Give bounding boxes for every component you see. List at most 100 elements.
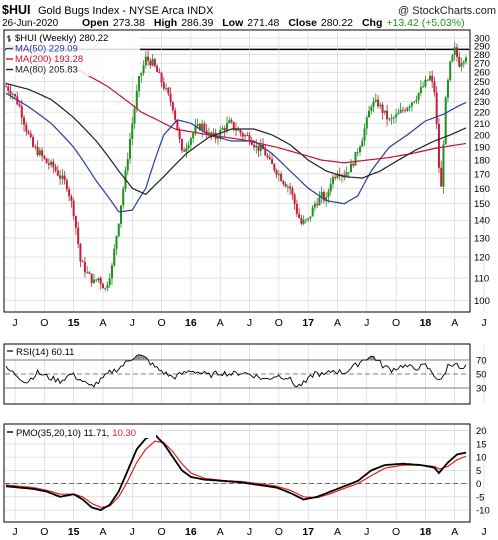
candle-body	[183, 150, 186, 152]
candle-body	[388, 118, 391, 120]
candle-body	[291, 188, 294, 195]
x-tick-label: J	[364, 526, 369, 538]
pmo-legend-box	[6, 426, 156, 438]
x-tick-label: 17	[302, 526, 314, 538]
candle-body	[70, 196, 73, 201]
candle-body	[34, 146, 37, 148]
candle-body	[268, 157, 271, 160]
price-tick-label: 230	[474, 97, 490, 108]
candle-body	[253, 144, 256, 148]
candle-body	[149, 60, 152, 66]
high-label: High	[154, 17, 177, 29]
candle-body	[135, 90, 138, 109]
candle-body	[23, 117, 26, 125]
low-value: 271.48	[247, 17, 279, 29]
x-tick-label: 17	[302, 317, 314, 329]
candle-body	[286, 186, 289, 188]
price-panel	[3, 29, 471, 313]
candle-body	[97, 278, 100, 281]
x-tick-label: O	[275, 526, 283, 538]
candle-body	[178, 130, 181, 139]
candle-body	[237, 130, 240, 131]
candle-body	[266, 155, 269, 158]
candle-body	[174, 110, 177, 120]
candle-body	[228, 120, 231, 124]
candle-body	[122, 188, 125, 206]
candle-body	[352, 163, 355, 166]
candle-body	[14, 94, 17, 97]
candle-body	[86, 272, 89, 274]
x-tick-label: O	[40, 526, 48, 538]
price-candles	[5, 41, 467, 292]
candle-body	[115, 236, 118, 249]
x-tick-label: A	[217, 526, 224, 538]
x-tick-label: J	[247, 526, 252, 538]
candle-body	[133, 108, 136, 124]
candle-body	[138, 75, 141, 91]
price-tick-label: 280	[474, 50, 490, 61]
candle-body	[264, 149, 267, 156]
candle-body	[449, 61, 452, 81]
candle-body	[5, 86, 7, 88]
rsi-tick-label: 50	[476, 370, 487, 381]
pmo-value: PMO(35,20,10) 11.71,	[16, 428, 109, 439]
candle-body	[309, 216, 312, 219]
candle-body	[399, 109, 402, 113]
candle-body	[196, 124, 199, 126]
price-tick-label: 150	[474, 199, 490, 210]
candle-body	[246, 135, 249, 136]
candle-body	[216, 137, 219, 139]
candle-body	[223, 128, 226, 131]
price-tick-label: 180	[474, 156, 490, 167]
candle-body	[437, 124, 440, 168]
candle-body	[244, 135, 247, 137]
candle-body	[43, 155, 46, 159]
candle-body	[410, 102, 413, 107]
x-tick-label: O	[392, 526, 400, 538]
candle-body	[397, 112, 400, 115]
low-label: Low	[222, 17, 244, 29]
x-tick-label: O	[392, 317, 400, 329]
candle-body	[117, 223, 120, 237]
price-tick-label: 110	[474, 273, 489, 284]
candle-body	[295, 204, 298, 214]
candle-body	[176, 119, 179, 131]
x-tick-label: J	[247, 317, 252, 329]
candle-body	[108, 278, 111, 285]
x-tick-label: A	[334, 526, 341, 538]
candle-body	[38, 150, 41, 155]
candle-body	[72, 200, 75, 217]
candle-body	[433, 81, 436, 93]
high-value: 286.39	[181, 17, 213, 29]
candle-body	[325, 197, 328, 201]
candle-body	[83, 261, 86, 273]
watermark[interactable]: @ StockCharts.com	[398, 5, 496, 17]
x-tick-label: 18	[420, 317, 432, 329]
ohlc-row: Open 273.38 High 286.39 Low 271.48 Close 280…	[82, 17, 465, 29]
candle-body	[435, 92, 438, 125]
candle-body	[61, 175, 64, 179]
candle-body	[198, 124, 201, 131]
candle-body	[255, 145, 258, 148]
price-tick-label: 140	[474, 216, 490, 227]
candle-body	[442, 144, 445, 187]
candle-body	[361, 140, 364, 147]
candle-body	[259, 144, 262, 151]
candle-body	[212, 132, 215, 136]
rsi-legend-label: RSI(14) 60.11	[16, 347, 74, 358]
candle-body	[395, 114, 398, 118]
candle-body	[68, 189, 71, 197]
pmo-line	[5, 433, 467, 512]
x-tick-label: 16	[185, 317, 197, 329]
candle-body	[316, 203, 319, 206]
candle-body	[379, 104, 382, 107]
price-grid	[5, 31, 485, 311]
candle-body	[451, 54, 454, 62]
candle-body	[20, 106, 23, 118]
x-tick-label: 15	[68, 317, 80, 329]
pmo-tick-label: 0	[476, 479, 481, 490]
x-tick-label: 16	[185, 526, 197, 538]
candle-body	[374, 99, 377, 102]
candle-body	[7, 86, 10, 91]
